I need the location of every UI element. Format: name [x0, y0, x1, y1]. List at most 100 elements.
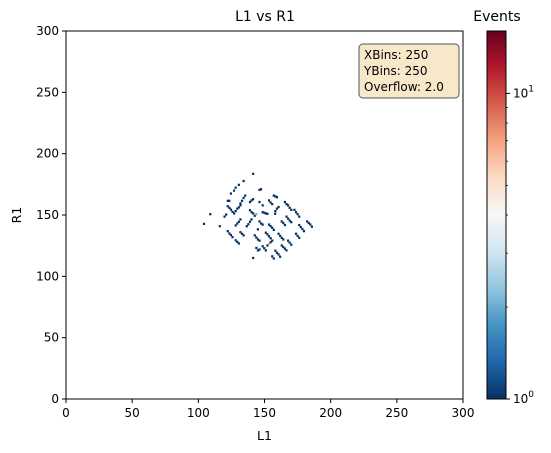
heatmap-bin	[280, 244, 283, 247]
heatmap-bin	[252, 212, 255, 215]
chart-title: L1 vs R1	[235, 9, 295, 25]
heatmap-bin	[252, 198, 255, 201]
heatmap-bin	[229, 208, 233, 211]
heatmap-bin	[234, 186, 237, 189]
heatmap-bin	[287, 204, 290, 207]
heatmap-bin	[256, 249, 260, 252]
heatmap-bin	[282, 221, 285, 225]
heatmap-bin	[239, 204, 242, 207]
heatmap-bin	[231, 235, 234, 239]
x-tick-label: 150	[253, 406, 276, 420]
heatmap-bin	[269, 241, 272, 244]
heatmap-bin	[271, 239, 274, 242]
heatmap-bin	[233, 189, 236, 192]
y-tick-label: 150	[36, 208, 59, 222]
heatmap-bin	[261, 211, 264, 214]
heatmap-bin	[234, 209, 237, 213]
heatmap-bin	[274, 195, 277, 198]
x-axis-label: L1	[257, 428, 272, 443]
heatmap-bin	[264, 231, 267, 234]
heatmap-bin	[256, 228, 260, 231]
heatmap-bin	[275, 207, 279, 210]
y-tick-label: 100	[36, 269, 59, 283]
heatmap-bin	[267, 242, 271, 245]
y-tick-label: 0	[51, 392, 59, 406]
heatmap-bin	[218, 225, 221, 228]
heatmap-bin	[237, 183, 240, 186]
heatmap-bin	[245, 225, 248, 228]
heatmap-bin	[239, 231, 242, 234]
heatmap-bin	[236, 207, 239, 210]
heatmap-bin	[294, 232, 298, 235]
heatmap-bin	[272, 257, 275, 260]
heatmap-bin	[253, 214, 256, 217]
heatmap-bin	[226, 229, 229, 233]
heatmap-bin	[244, 194, 247, 197]
heatmap-bin	[287, 217, 290, 220]
heatmap-bin	[255, 213, 258, 216]
heatmap-bin	[271, 226, 274, 229]
heatmap-bin	[248, 209, 252, 212]
heatmap-bin	[242, 196, 245, 200]
x-axis: 0 50 100 150 200 250 300	[62, 399, 474, 420]
heatmap-bin	[290, 208, 293, 212]
x-tick-label: 50	[125, 406, 140, 420]
heatmap-bin	[261, 245, 264, 248]
colorbar: Events 100 101	[473, 9, 534, 406]
heatmap-bin	[290, 221, 293, 224]
heatmap-bin	[248, 200, 252, 204]
heatmap-bin	[288, 206, 291, 209]
heatmap-bin	[226, 199, 229, 202]
heatmap-bin	[250, 199, 253, 202]
heatmap-bin	[294, 211, 298, 214]
heatmap-bin	[264, 249, 267, 252]
x-tick-label: 250	[385, 406, 408, 420]
info-overflow: Overflow: 2.0	[364, 80, 444, 94]
heatmap-bin	[250, 218, 253, 221]
y-axis: 0 50 100 150 200 250 300	[36, 24, 66, 406]
heatmap-bin	[231, 210, 234, 213]
heatmap-bin	[293, 208, 296, 212]
heatmap-bin	[267, 235, 271, 238]
heatmap-bin	[299, 225, 302, 229]
heatmap-bin	[258, 248, 261, 251]
heatmap-bin	[236, 240, 239, 244]
heatmap-bin	[258, 239, 261, 242]
heatmap-bin	[229, 192, 233, 195]
heatmap-bin	[228, 206, 231, 209]
heatmap-bin	[280, 220, 283, 223]
heatmap-bin	[261, 223, 264, 226]
heatmap-bin	[287, 239, 290, 242]
heatmap-bin	[233, 212, 236, 215]
heatmap-bin	[310, 225, 314, 228]
colorbar-title: Events	[473, 9, 520, 25]
heatmap-bin	[274, 249, 277, 252]
heatmap-bin	[263, 247, 266, 250]
heatmap-bin	[301, 227, 304, 231]
heatmap-bin	[285, 215, 288, 218]
heatmap-bin	[242, 179, 245, 183]
heatmap-bin	[260, 188, 263, 191]
heatmap-bin	[258, 188, 261, 192]
heatmap-bin	[266, 244, 269, 247]
heatmap-bin	[266, 233, 269, 236]
heatmap-bin	[247, 223, 250, 226]
heatmap-bin	[237, 220, 240, 223]
heatmap-bin	[252, 256, 255, 260]
y-tick-label: 250	[36, 85, 59, 99]
heatmap-bin	[285, 202, 288, 206]
heatmap-bin	[255, 246, 258, 250]
colorbar-tick-label: 101	[513, 84, 534, 100]
heatmap-bin	[280, 236, 283, 239]
heatmap-bin	[298, 215, 301, 218]
heatmap-bin	[269, 237, 272, 240]
heatmap-bin	[272, 228, 275, 232]
heatmap-bin	[252, 172, 255, 175]
heatmap-bin	[282, 245, 285, 249]
heatmap-bin	[258, 220, 261, 223]
heatmap-bin	[283, 247, 287, 250]
info-box-background	[358, 43, 460, 99]
info-xbins: XBins: 250	[364, 48, 428, 62]
heatmap-bin	[229, 233, 233, 237]
